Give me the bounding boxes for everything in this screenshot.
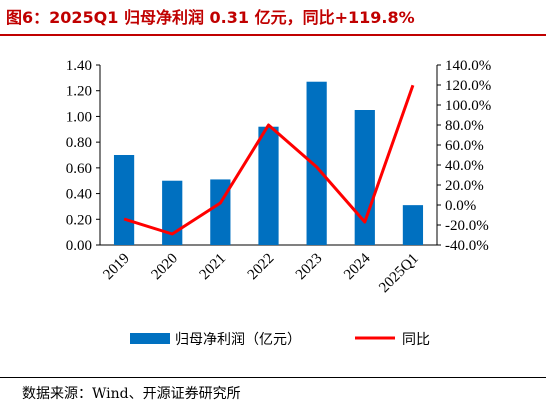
legend-bar-swatch bbox=[130, 333, 170, 344]
right-tick-label: 0.0% bbox=[445, 198, 476, 214]
bar bbox=[354, 110, 375, 245]
legend-line-label: 同比 bbox=[402, 332, 430, 348]
chart-title: 图6：2025Q1 归母净利润 0.31 亿元，同比+119.8% bbox=[6, 8, 415, 27]
left-tick-label: 0.80 bbox=[66, 135, 92, 151]
right-tick-label: 40.0% bbox=[445, 158, 484, 174]
right-tick-label: 140.0% bbox=[445, 58, 491, 74]
x-tick-label: 2020 bbox=[149, 251, 182, 284]
x-tick-label: 2023 bbox=[293, 251, 326, 284]
bar bbox=[258, 126, 279, 245]
x-tick-label: 2019 bbox=[100, 251, 133, 284]
right-tick-label: 60.0% bbox=[445, 138, 484, 154]
right-tick-label: 120.0% bbox=[445, 78, 491, 94]
left-tick-label: 1.40 bbox=[66, 58, 92, 74]
legend-bar-label: 归母净利润（亿元） bbox=[175, 331, 301, 348]
right-tick-label: -40.0% bbox=[445, 238, 489, 254]
left-tick-label: 0.40 bbox=[66, 187, 92, 203]
x-tick-label: 2024 bbox=[341, 250, 374, 283]
left-tick-label: 0.60 bbox=[66, 161, 92, 177]
left-tick-label: 1.00 bbox=[66, 109, 92, 125]
plot-area: 0.00 0.20 0.40 0.60 0.80 1.00 1.20 1.40 -40.0% -2… bbox=[66, 58, 492, 296]
legend: 归母净利润（亿元） 同比 bbox=[130, 331, 430, 348]
right-tick-label: 20.0% bbox=[445, 178, 484, 194]
left-tick-label: 0.00 bbox=[66, 238, 92, 254]
bar bbox=[306, 81, 327, 245]
title-rule bbox=[0, 34, 546, 36]
source-rule bbox=[0, 377, 546, 378]
right-tick-label: 100.0% bbox=[445, 98, 491, 114]
right-tick-label: -20.0% bbox=[445, 218, 489, 234]
left-tick-label: 1.20 bbox=[66, 84, 92, 100]
combo-chart: 0.00 0.20 0.40 0.60 0.80 1.00 1.20 1.40 -40.0% -2… bbox=[66, 58, 492, 348]
bar bbox=[162, 180, 183, 245]
x-tick-label: 2021 bbox=[197, 251, 230, 284]
x-tick-label: 2025Q1 bbox=[376, 251, 421, 296]
bar bbox=[113, 155, 135, 245]
bar bbox=[402, 205, 424, 245]
x-tick-label: 2022 bbox=[245, 251, 278, 284]
source-note: 数据来源：Wind、开源证券研究所 bbox=[22, 386, 241, 402]
left-tick-label: 0.20 bbox=[66, 212, 92, 228]
right-tick-label: 80.0% bbox=[445, 118, 484, 134]
